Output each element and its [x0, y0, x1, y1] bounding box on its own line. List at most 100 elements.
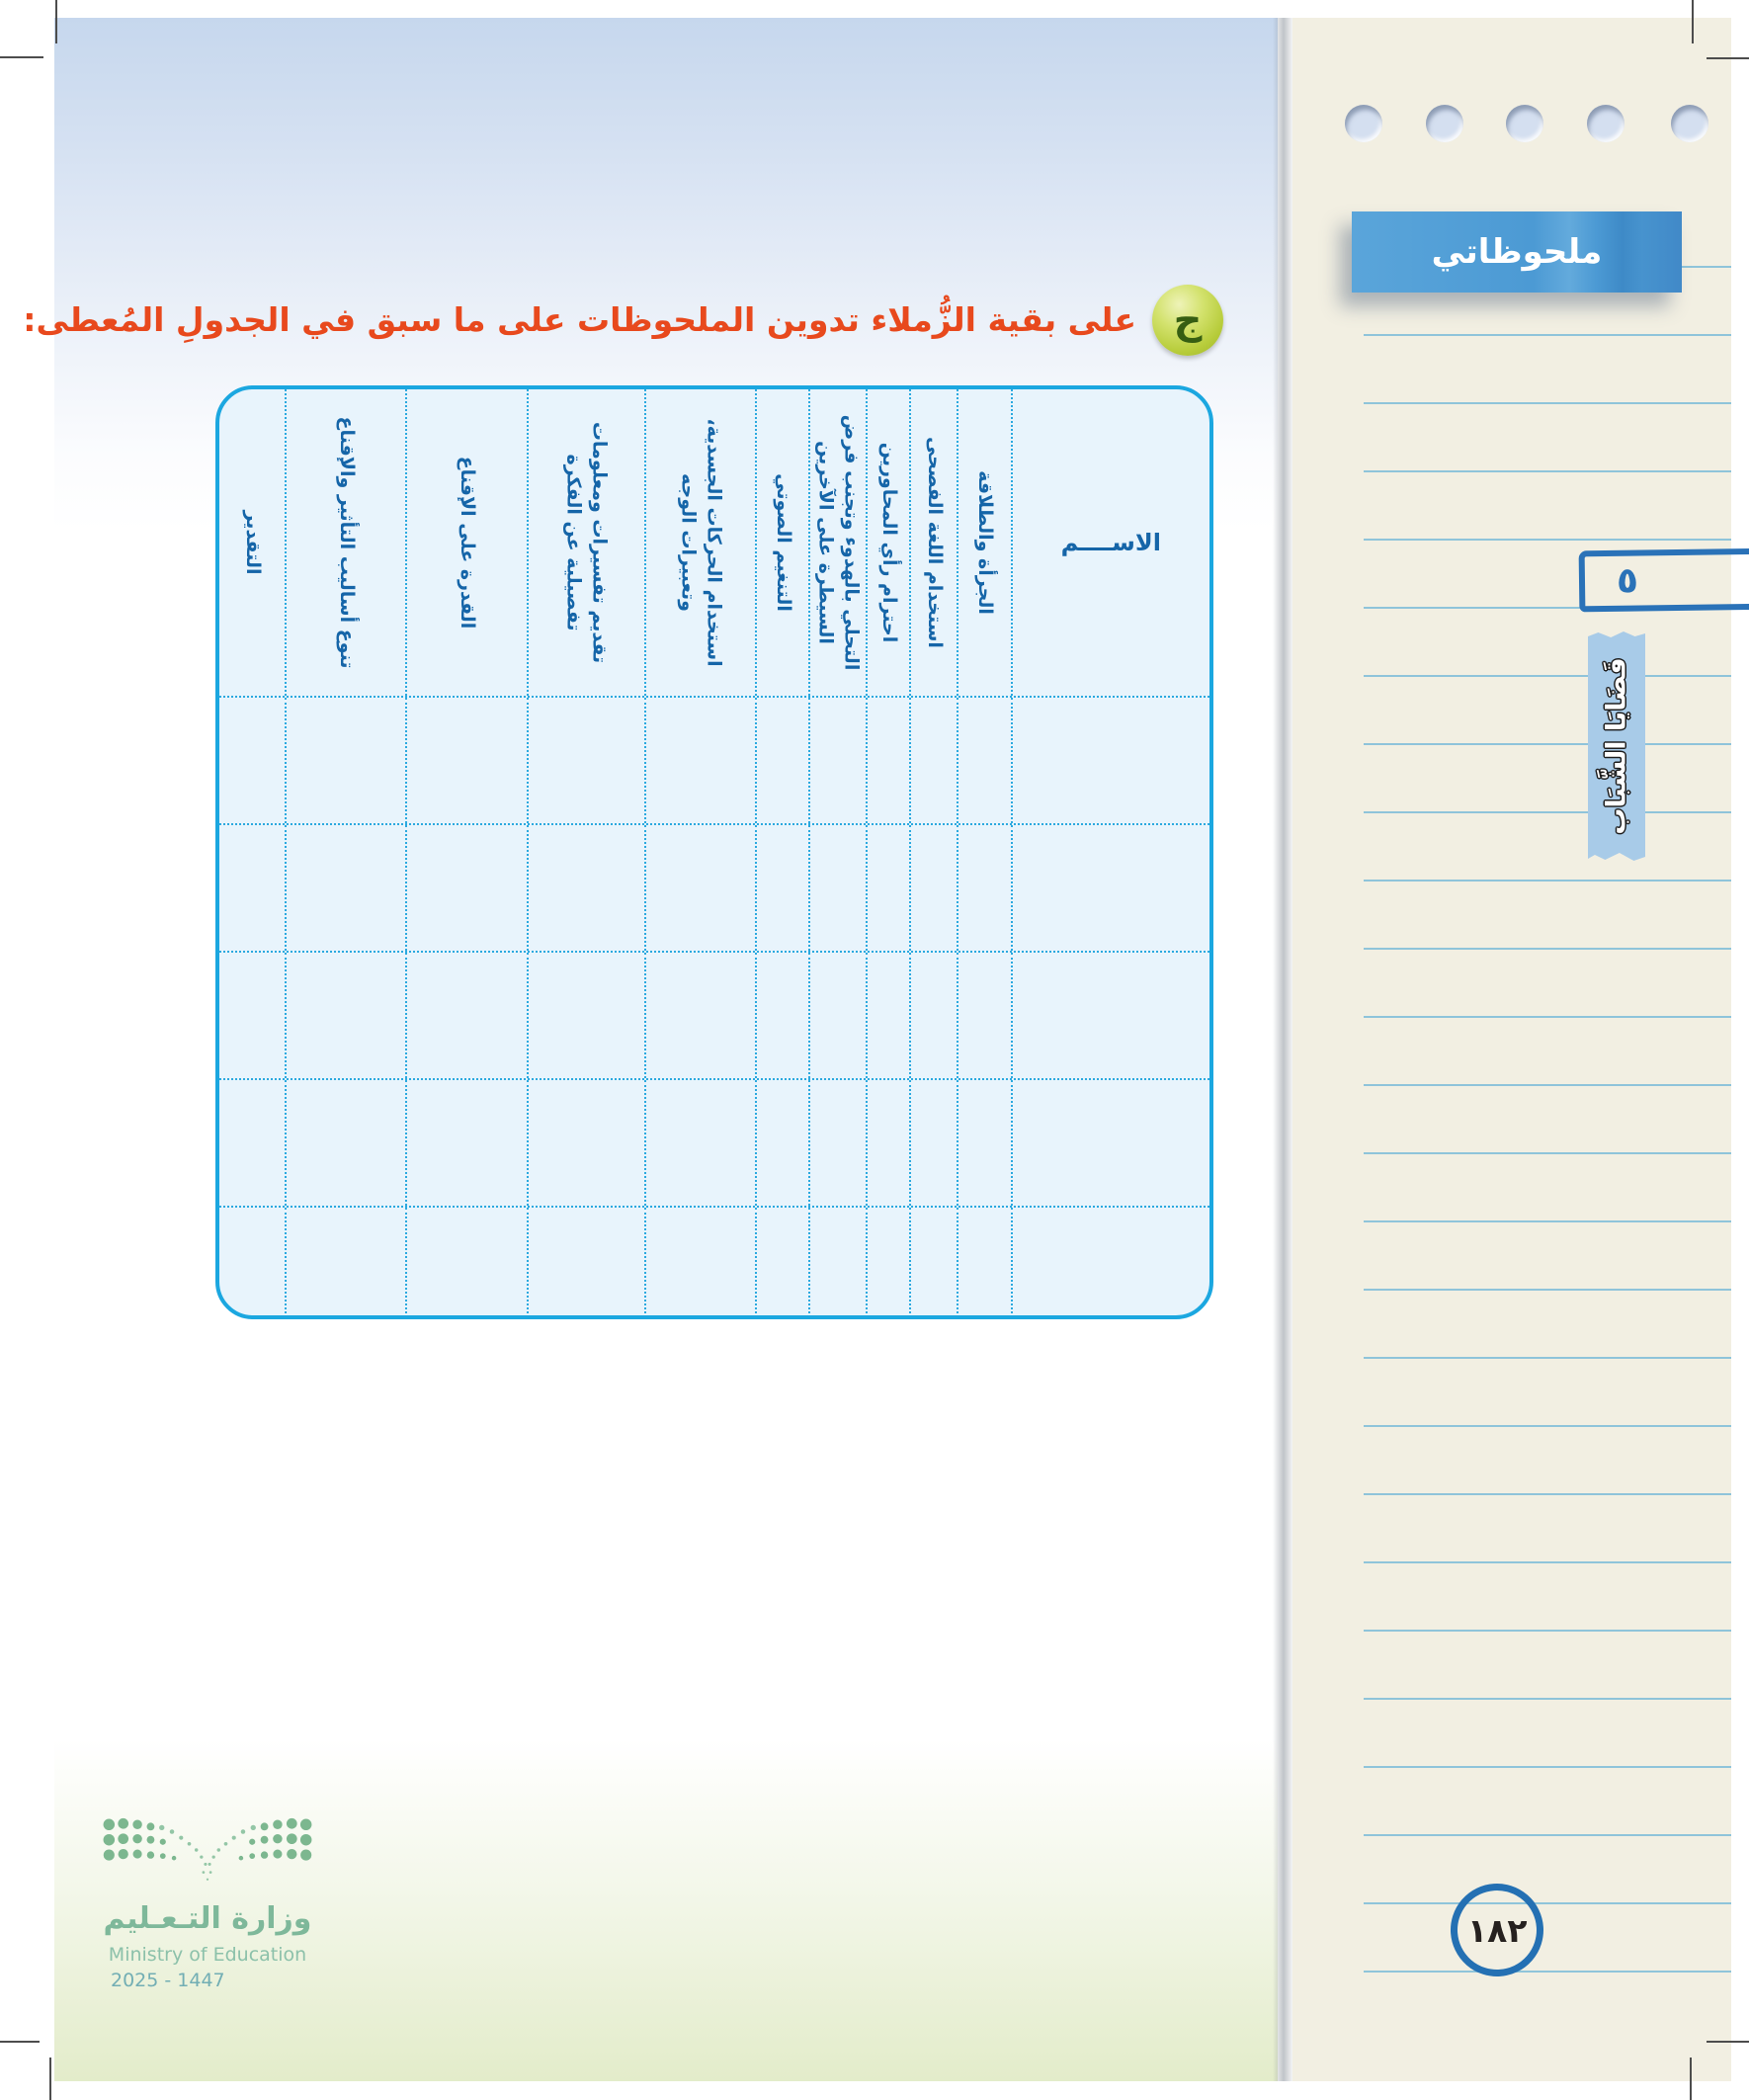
header-respect-opinions: احترام رأي المحاورين — [868, 389, 912, 696]
crop-mark — [1692, 0, 1694, 43]
crop-mark — [1690, 2058, 1692, 2100]
empty-table-cell — [868, 698, 912, 823]
exercise-heading-text: على بقية الزُّملاء تدوين الملحوظات على م… — [23, 300, 1136, 339]
punch-hole-icon — [1587, 105, 1624, 142]
header-detailed-explanations: تقديم تفسيرات ومعلومات تفصيلية عن الفكرة — [529, 389, 646, 696]
empty-table-cell — [219, 1208, 287, 1315]
empty-table-cell — [757, 698, 811, 823]
empty-table-cell — [407, 1080, 529, 1206]
moe-dots-emblem — [103, 1817, 312, 1881]
header-intonation: التنغيم الصوتي — [757, 389, 811, 696]
header-calmness: التحلي بالهدوء وتجنب فرض السيطرة على الآ… — [810, 389, 868, 696]
empty-table-cell — [646, 1080, 757, 1206]
empty-table-cell — [287, 825, 407, 951]
empty-table-cell — [868, 953, 912, 1078]
empty-table-cell — [757, 825, 811, 951]
header-boldness-fluency: الجرأة والطلاقة — [958, 389, 1013, 696]
empty-table-cell — [911, 698, 959, 823]
empty-table-cell — [757, 1080, 811, 1206]
empty-table-cell — [958, 1080, 1013, 1206]
empty-table-cell — [958, 1208, 1013, 1315]
empty-table-cell — [1013, 1080, 1209, 1206]
empty-table-cell — [287, 1080, 407, 1206]
empty-table-cell — [407, 953, 529, 1078]
empty-table-cell — [868, 825, 912, 951]
empty-table-cell — [810, 825, 868, 951]
empty-table-cell — [287, 698, 407, 823]
crop-mark — [49, 2058, 51, 2100]
empty-table-cell — [1013, 825, 1209, 951]
empty-table-cell — [219, 698, 287, 823]
ministry-of-education-logo: وزارة التـعـليم Ministry of Education 20… — [97, 1814, 318, 1991]
empty-table-cell — [757, 1208, 811, 1315]
empty-table-cell — [757, 953, 811, 1078]
empty-table-cell — [529, 825, 646, 951]
header-name: الاســــم — [1060, 529, 1161, 556]
unit-title: قَضَايَا الشَّبَاب — [1601, 657, 1632, 835]
empty-table-cell — [868, 1080, 912, 1206]
table-row — [219, 1206, 1209, 1315]
my-notes-label: ملحوظاتي — [1431, 232, 1603, 272]
empty-table-cell — [911, 1080, 959, 1206]
empty-table-cell — [1013, 698, 1209, 823]
empty-table-cell — [958, 698, 1013, 823]
header-formal-arabic: استخدام اللغة الفصحى — [911, 389, 959, 696]
empty-table-cell — [287, 1208, 407, 1315]
empty-table-cell — [1013, 1208, 1209, 1315]
header-persuasion-variety: تنوع أساليب التأثير والإقناع — [287, 389, 407, 696]
edition-years: 2025 - 1447 — [111, 1970, 225, 1991]
empty-table-cell — [810, 698, 868, 823]
header-persuasion-ability: القدرة على الإقناع — [407, 389, 529, 696]
crop-mark — [1707, 2041, 1749, 2043]
empty-table-cell — [1013, 953, 1209, 1078]
empty-table-cell — [219, 953, 287, 1078]
bottom-green-gradient — [54, 1739, 1278, 2081]
crop-mark — [1707, 57, 1749, 59]
punch-hole-icon — [1426, 105, 1463, 142]
crop-mark — [0, 56, 43, 58]
question-letter-badge: ج — [1152, 285, 1223, 356]
empty-table-cell — [646, 698, 757, 823]
header-body-language: استخدام الحركات الجسدية، وتعبيرات الوجه — [646, 389, 757, 696]
unit-number: ٥ — [1616, 560, 1639, 602]
header-rating: التقدير — [219, 389, 287, 696]
empty-table-cell — [529, 1080, 646, 1206]
table-row — [219, 696, 1209, 823]
empty-table-cell — [810, 953, 868, 1078]
empty-table-cell — [407, 825, 529, 951]
ministry-name-arabic: وزارة التـعـليم — [103, 1901, 312, 1936]
unit-number-badge: ٥ — [1578, 547, 1749, 613]
punch-hole-icon — [1345, 105, 1382, 142]
crop-mark — [55, 0, 57, 43]
unit-title-tape: قَضَايَا الشَّبَاب — [1588, 630, 1645, 862]
evaluation-table-body — [219, 696, 1209, 1315]
table-row — [219, 951, 1209, 1078]
my-notes-tab: ملحوظاتي — [1352, 211, 1682, 293]
punch-hole-icon — [1506, 105, 1543, 142]
table-row — [219, 1078, 1209, 1206]
empty-table-cell — [958, 825, 1013, 951]
empty-table-cell — [911, 953, 959, 1078]
empty-table-cell — [646, 953, 757, 1078]
empty-table-cell — [529, 698, 646, 823]
evaluation-table: الاســــم الجرأة والطلاقة استخدام اللغة … — [215, 385, 1213, 1319]
page-number: ١٨٢ — [1466, 1910, 1528, 1950]
ruled-note-lines — [1364, 200, 1731, 2013]
empty-table-cell — [219, 825, 287, 951]
punch-hole-icon — [1671, 105, 1708, 142]
crop-mark — [0, 2041, 40, 2043]
table-row — [219, 823, 1209, 951]
empty-table-cell — [646, 1208, 757, 1315]
empty-table-cell — [529, 1208, 646, 1315]
empty-table-cell — [868, 1208, 912, 1315]
empty-table-cell — [646, 825, 757, 951]
table-header-row: الاســــم الجرأة والطلاقة استخدام اللغة … — [219, 389, 1209, 696]
empty-table-cell — [219, 1080, 287, 1206]
empty-table-cell — [911, 1208, 959, 1315]
ministry-name-english: Ministry of Education — [108, 1944, 307, 1966]
empty-table-cell — [287, 953, 407, 1078]
empty-table-cell — [810, 1080, 868, 1206]
empty-table-cell — [529, 953, 646, 1078]
empty-table-cell — [911, 825, 959, 951]
